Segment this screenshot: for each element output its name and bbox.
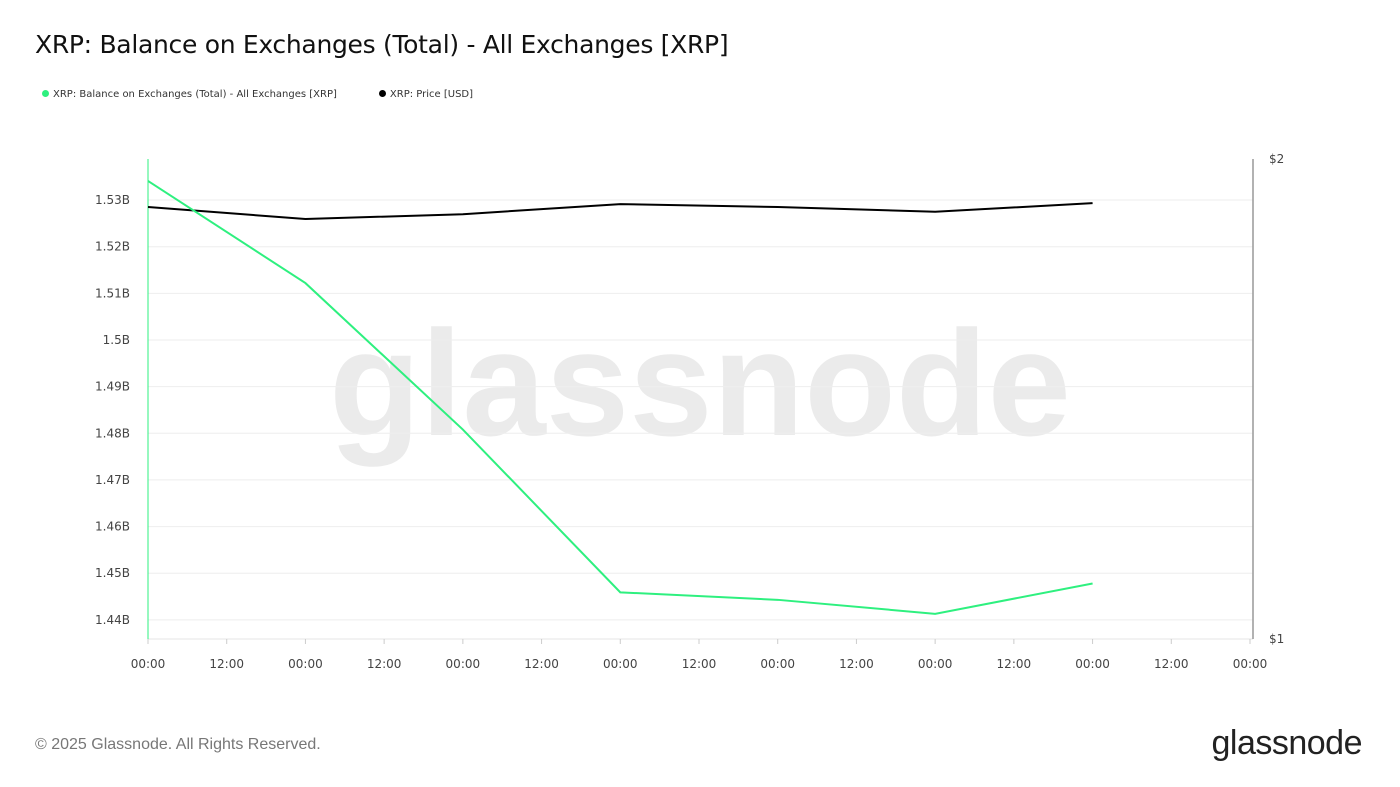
x-tick-label: 00:00 — [603, 657, 638, 671]
y-tick-label: 1.52B — [95, 240, 130, 254]
y-tick-label: 1.45B — [95, 566, 130, 580]
x-tick-label: 12:00 — [209, 657, 244, 671]
x-tick-label: 00:00 — [131, 657, 166, 671]
glassnode-logo: glassnode — [1211, 724, 1362, 762]
x-tick-label: 00:00 — [288, 657, 323, 671]
y-tick-label: 1.46B — [95, 520, 130, 534]
x-tick-label: 12:00 — [367, 657, 402, 671]
legend-dot-icon — [378, 90, 386, 97]
copyright: © 2025 Glassnode. All Rights Reserved. — [35, 736, 321, 753]
x-tick-label: 12:00 — [997, 657, 1032, 671]
y-tick-label: 1.48B — [95, 426, 130, 440]
x-tick-label: 12:00 — [524, 657, 559, 671]
y-tick-label: 1.53B — [95, 193, 130, 207]
x-tick-label: 00:00 — [446, 657, 481, 671]
y-tick-label: 1.49B — [95, 380, 130, 394]
x-tick-label: 00:00 — [760, 657, 795, 671]
chart-title: XRP: Balance on Exchanges (Total) - All … — [35, 30, 729, 59]
x-tick-label: 00:00 — [1233, 657, 1268, 671]
legend-item-balance[interactable]: XRP: Balance on Exchanges (Total) - All … — [42, 89, 337, 100]
series-line — [147, 202, 1093, 221]
x-tick-label: 00:00 — [918, 657, 953, 671]
y-right-tick-label: $2 — [1269, 152, 1284, 166]
x-tick-label: 00:00 — [1075, 657, 1110, 671]
legend-dot-icon — [42, 90, 49, 97]
y-tick-label: 1.47B — [95, 473, 130, 487]
x-tick-label: 12:00 — [682, 657, 717, 671]
x-tick-label: 12:00 — [839, 657, 874, 671]
legend-label: XRP: Price [USD] — [389, 89, 474, 100]
legend: XRP: Balance on Exchanges (Total) - All … — [42, 89, 473, 100]
y-tick-label: 1.5B — [103, 333, 130, 347]
watermark: glassnode — [329, 299, 1071, 467]
legend-label: XRP: Balance on Exchanges (Total) - All … — [53, 89, 337, 100]
y-tick-label: 1.51B — [95, 286, 130, 300]
y-right-tick-label: $1 — [1269, 632, 1284, 646]
x-tick-label: 12:00 — [1154, 657, 1189, 671]
y-tick-label: 1.44B — [95, 613, 130, 627]
legend-item-price[interactable]: XRP: Price [USD] — [378, 89, 474, 100]
